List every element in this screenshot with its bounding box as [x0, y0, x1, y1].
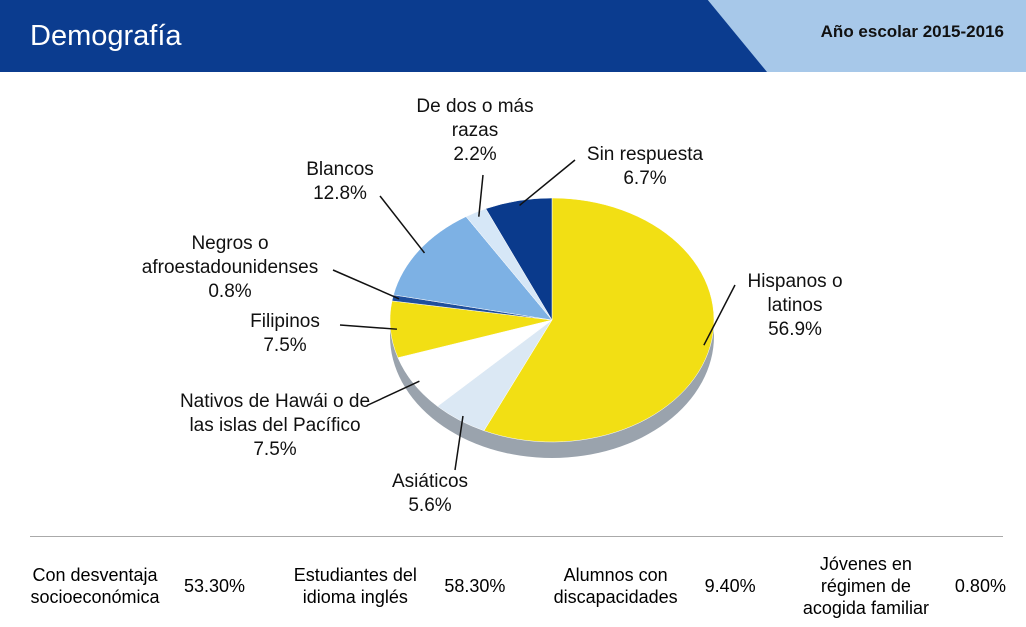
value-label: 7.5% — [253, 439, 297, 460]
category-label: De dos o más razas — [416, 96, 534, 141]
stat: Estudiantes del idioma inglés 58.30% — [280, 564, 506, 608]
category-label: Sin respuesta — [586, 144, 704, 165]
category-label: Negros o afroestadounidenses — [141, 233, 319, 278]
slice-label: De dos o más razas 2.2% — [415, 95, 535, 167]
leader-line — [519, 159, 576, 207]
pie-slice — [485, 197, 553, 321]
stat-value: 9.40% — [704, 575, 756, 596]
leader-line — [367, 380, 420, 406]
header-panel — [707, 0, 1026, 72]
slice-label: Negros o afroestadounidenses 0.8% — [120, 232, 340, 304]
value-label: 12.8% — [313, 183, 367, 204]
slice-label: Blancos 12.8% — [290, 158, 390, 206]
slice-label: Hispanos o latinos 56.9% — [720, 270, 870, 342]
separator — [30, 536, 1003, 537]
value-label: 7.5% — [263, 335, 307, 356]
category-label: Asiáticos — [391, 471, 469, 492]
value-label: 0.8% — [208, 281, 252, 302]
leader-line — [332, 269, 400, 300]
stat-label: Estudiantes del idioma inglés — [293, 565, 417, 607]
pie-slice — [393, 216, 553, 321]
value-label: 5.6% — [408, 495, 452, 516]
stat-label: Con desventaja socioeconómica — [30, 565, 160, 607]
leader-line — [478, 174, 484, 217]
stat-value: 58.30% — [444, 575, 506, 596]
slice-label: Asiáticos 5.6% — [370, 470, 490, 518]
leader-line — [379, 195, 426, 254]
category-label: Filipinos — [250, 311, 320, 332]
slice-label: Nativos de Hawái o de las islas del Pací… — [170, 390, 380, 462]
category-label: Blancos — [306, 159, 374, 180]
subtitle: Año escolar 2015-2016 — [820, 22, 1004, 41]
stat-value: 0.80% — [954, 575, 1006, 596]
pie-slice — [483, 197, 715, 443]
title: Demografía — [30, 20, 182, 52]
stat: Jóvenes en régimen de acogida familiar 0.… — [791, 553, 1006, 619]
stat-label: Alumnos con discapacidades — [553, 565, 678, 607]
slice-label: Sin respuesta 6.7% — [570, 143, 720, 191]
stat: Alumnos con discapacidades 9.40% — [541, 564, 756, 608]
leader-line — [703, 284, 736, 346]
category-label: Hispanos o latinos — [747, 271, 843, 316]
leader-line — [339, 324, 398, 330]
slice-label: Filipinos 7.5% — [230, 310, 340, 358]
stat-label: Jóvenes en régimen de acogida familiar — [802, 554, 929, 618]
value-label: 56.9% — [768, 319, 822, 340]
category-label: Nativos de Hawái o de las islas del Pací… — [179, 391, 371, 436]
stat-value: 53.30% — [184, 575, 246, 596]
stat: Con desventaja socioeconómica 53.30% — [20, 564, 245, 608]
stats: Con desventaja socioeconómica 53.30% Estud… — [20, 548, 1006, 624]
value-label: 2.2% — [453, 144, 497, 165]
value-label: 6.7% — [623, 168, 667, 189]
leader-line — [454, 415, 464, 471]
